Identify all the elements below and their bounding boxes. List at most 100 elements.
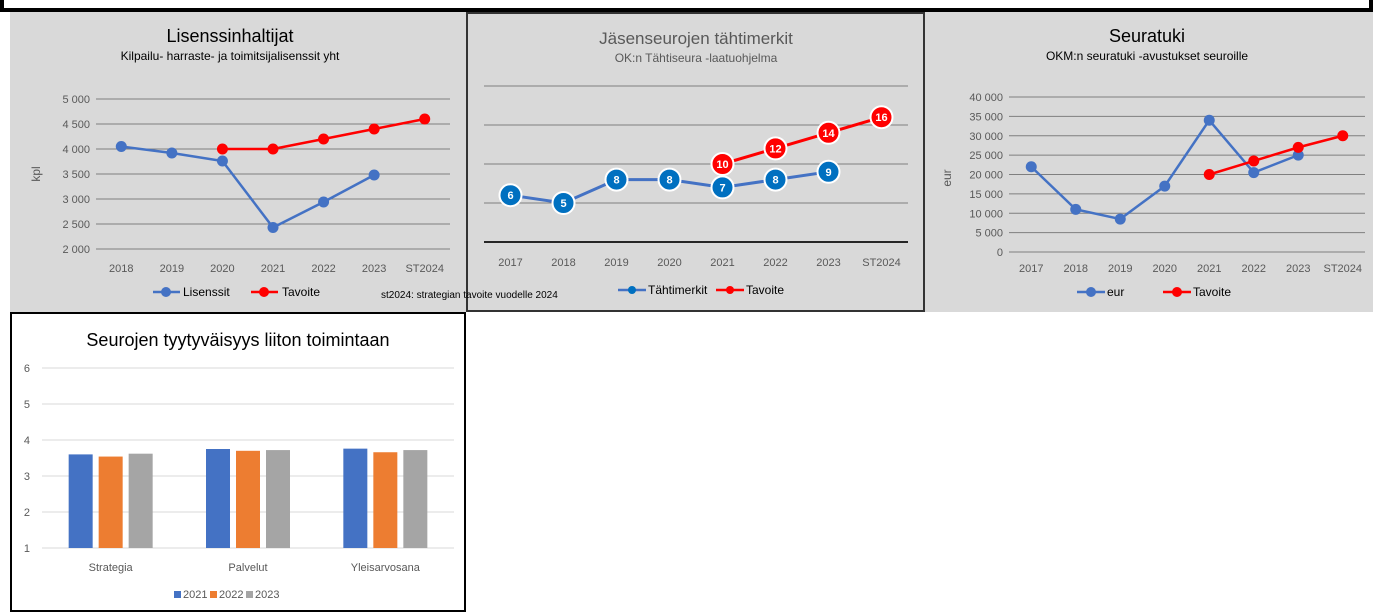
- x-tick-label: 2017: [1019, 263, 1043, 275]
- data-point: [419, 113, 431, 125]
- legend-label-target: Tavoite: [746, 283, 784, 297]
- license-chart-svg: Lisenssinhaltijat Kilpailu- harraste- ja…: [29, 26, 450, 299]
- data-point: [166, 147, 178, 159]
- chart-subtitle: Kilpailu- harraste- ja toimitsijalisenss…: [121, 49, 340, 63]
- data-point: [216, 143, 228, 155]
- x-tick-label: 2017: [498, 257, 522, 269]
- data-label: 9: [825, 167, 831, 179]
- x-tick-label: 2018: [551, 257, 575, 269]
- y-tick-label: 2 500: [62, 219, 90, 231]
- y-tick-label: 3 000: [62, 194, 90, 206]
- x-tick-label: 2018: [109, 263, 133, 275]
- legend-label-target: Tavoite: [282, 285, 320, 299]
- data-label: 8: [666, 175, 672, 187]
- series-line-actual: [121, 145, 375, 230]
- data-point: [368, 169, 380, 181]
- data-label: 7: [719, 182, 725, 194]
- bar-2022-strategia: [98, 456, 123, 548]
- y-tick-label: 10 000: [969, 208, 1003, 220]
- legend: eur Tavoite: [1077, 285, 1231, 299]
- data-point: [1203, 169, 1215, 180]
- y-tick-label: 4: [24, 435, 30, 447]
- data-point: [551, 191, 576, 215]
- y-tick-label: 2: [24, 507, 30, 519]
- x-tick-label: 2019: [160, 263, 184, 275]
- data-point: [869, 105, 894, 130]
- data-point: [763, 167, 788, 192]
- data-point: [816, 159, 841, 184]
- chart-panel-stars: Jäsenseurojen tähtimerkit OK:n Tähtiseur…: [466, 12, 925, 312]
- data-point: [1292, 141, 1304, 153]
- y-tick-label: 20 000: [969, 170, 1003, 182]
- bar-2022-palvelut: [236, 450, 260, 548]
- data-label: 6: [507, 190, 513, 202]
- x-tick-label: 2023: [1286, 263, 1310, 275]
- chart-panel-satisfaction: Seurojen tyytyväisyys liiton toimintaan …: [10, 312, 466, 612]
- y-tick-label: 15 000: [969, 189, 1003, 201]
- stars-chart-svg: Jäsenseurojen tähtimerkit OK:n Tähtiseur…: [484, 29, 908, 297]
- chart-title: Jäsenseurojen tähtimerkit: [599, 29, 793, 48]
- y-tick-label: 2 000: [62, 244, 90, 256]
- legend-label-stars: Tähtimerkit: [648, 283, 708, 297]
- y-tick-label: 4 000: [62, 144, 90, 156]
- legend-label-licenses: Lisenssit: [183, 285, 230, 299]
- data-label: 8: [772, 175, 778, 187]
- data-point: [1070, 203, 1082, 215]
- x-tick-label: ST2024: [862, 257, 901, 269]
- x-tick-label: 2022: [1242, 263, 1266, 275]
- x-tick-label: 2021: [261, 263, 285, 275]
- chart-subtitle: OKM:n seuratuki -avustukset seuroille: [1046, 49, 1248, 63]
- legend-label-eur: eur: [1107, 285, 1124, 299]
- data-point: [710, 175, 735, 200]
- satisfaction-chart-svg: Seurojen tyytyväisyys liiton toimintaan …: [24, 330, 454, 601]
- bar-2021-strategia: [68, 454, 93, 548]
- y-axis-label: kpl: [29, 166, 43, 181]
- legend-label-2022: 2022: [219, 589, 243, 601]
- y-tick-label: 30 000: [969, 131, 1003, 143]
- chart-panel-club-support: Seuratuki OKM:n seuratuki -avustukset se…: [925, 12, 1373, 312]
- chart-title: Seuratuki: [1109, 26, 1185, 46]
- data-point: [267, 222, 279, 233]
- data-point: [115, 141, 127, 152]
- y-tick-label: 25 000: [969, 150, 1003, 162]
- data-point: [1337, 130, 1349, 142]
- data-point: [267, 143, 279, 155]
- data-point: [604, 167, 629, 192]
- series-line-target: [1208, 134, 1344, 176]
- data-label: 12: [769, 143, 781, 155]
- data-point: [1159, 180, 1171, 192]
- legend-label-2021: 2021: [183, 589, 207, 601]
- x-tick-label: ST2024: [1323, 263, 1362, 275]
- legend: Lisenssit Tavoite: [153, 285, 320, 299]
- chart-title: Lisenssinhaltijat: [166, 26, 293, 46]
- x-tick-label: 2020: [1153, 263, 1177, 275]
- data-point: [318, 196, 330, 208]
- y-tick-label: 6: [24, 363, 30, 375]
- x-tick-label: 2022: [763, 257, 787, 269]
- data-point: [1114, 213, 1126, 225]
- data-point: [1248, 167, 1260, 179]
- data-point: [1025, 161, 1037, 173]
- data-point: [216, 155, 228, 167]
- y-tick-label: 0: [997, 247, 1003, 259]
- data-point: [1292, 149, 1304, 161]
- club-support-chart-svg: Seuratuki OKM:n seuratuki -avustukset se…: [940, 26, 1365, 299]
- chart-title: Seurojen tyytyväisyys liiton toimintaan: [86, 330, 389, 350]
- chart-subtitle: OK:n Tähtiseura -laatuohjelma: [615, 51, 778, 65]
- series-line-target: [722, 115, 882, 166]
- y-tick-label: 5: [24, 399, 30, 411]
- y-tick-label: 3: [24, 471, 30, 483]
- bar-2023-strategia: [128, 453, 153, 548]
- x-tick-label: 2020: [657, 257, 681, 269]
- y-tick-label: 5 000: [975, 228, 1003, 240]
- data-label: 14: [822, 128, 835, 140]
- x-tick-label: 2020: [210, 263, 234, 275]
- data-point: [498, 183, 523, 208]
- strategy-note: st2024: strategian tavoite vuodelle 2024: [381, 290, 558, 301]
- y-axis-label: eur: [940, 169, 954, 186]
- x-tick-label: 2019: [1108, 263, 1132, 275]
- bar-2023-palvelut: [266, 450, 290, 548]
- bar-2023-yleisarvosana: [403, 450, 428, 548]
- data-point: [318, 133, 330, 145]
- data-point: [816, 120, 841, 145]
